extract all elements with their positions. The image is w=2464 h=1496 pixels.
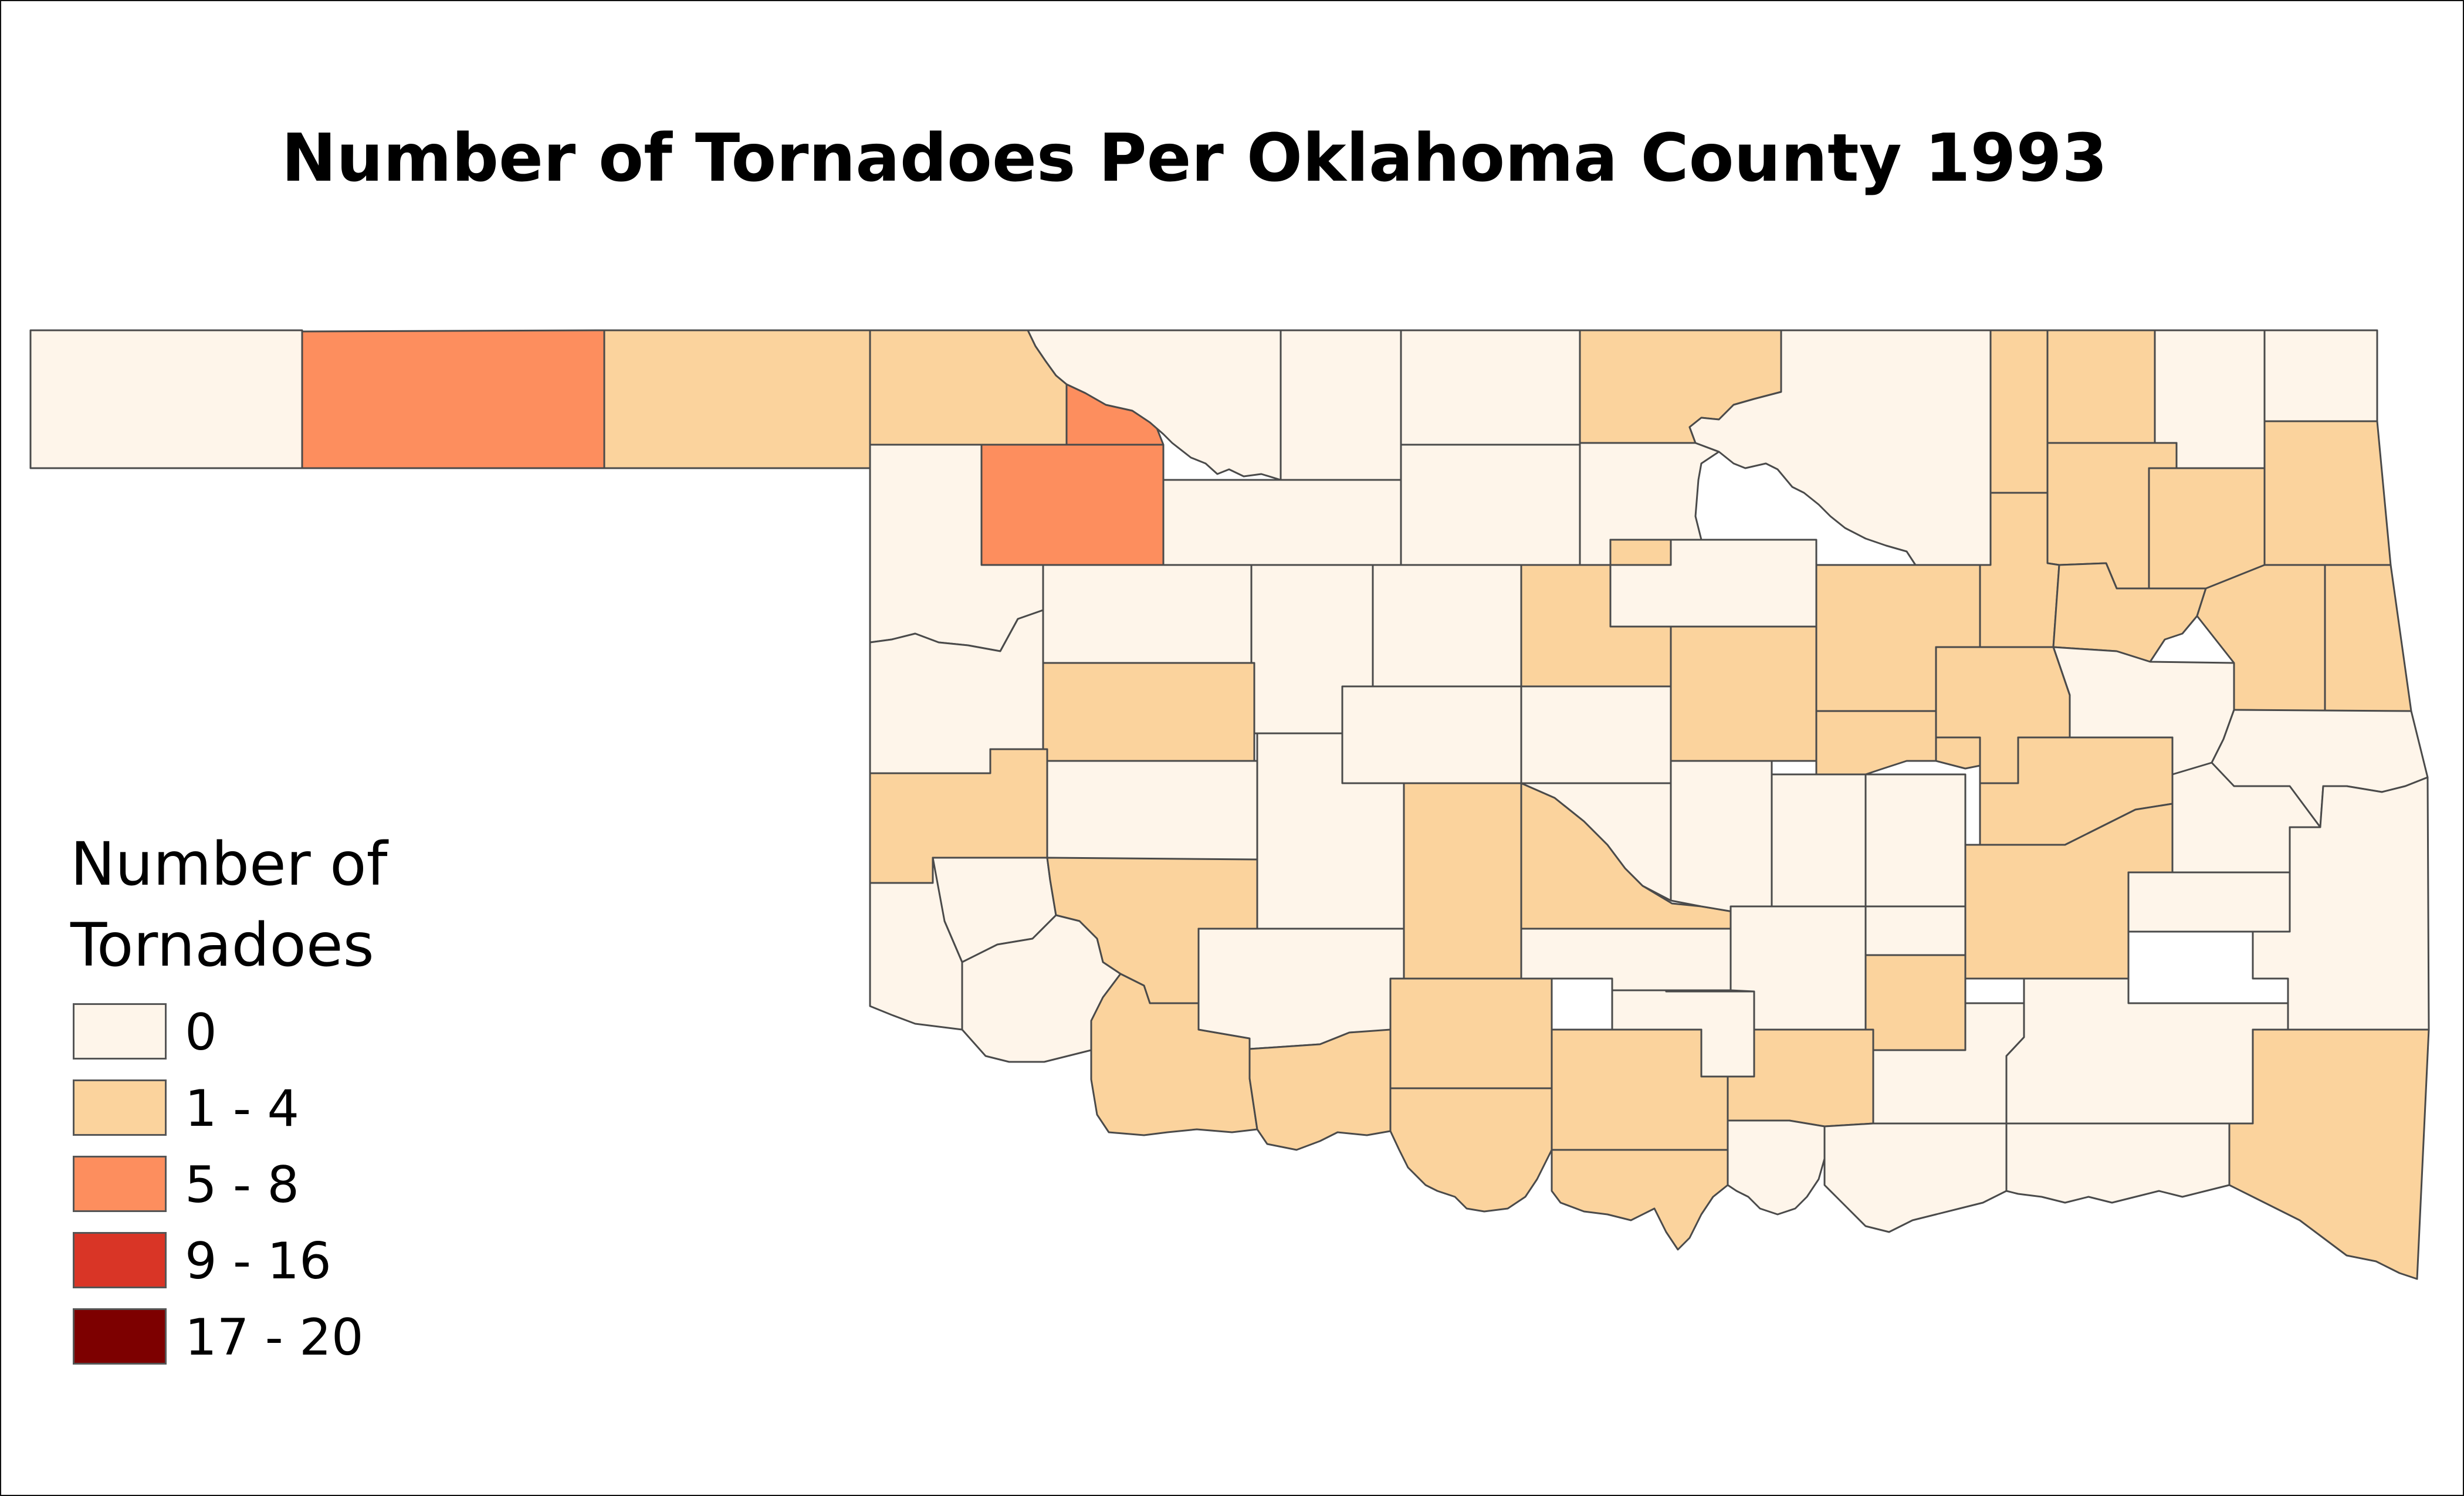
legend-label-2: 5 - 8 <box>185 1156 300 1214</box>
county-cimarron[interactable] <box>29 329 303 469</box>
county-bryan[interactable] <box>1823 1122 2008 1233</box>
county-okmulgee-south[interactable] <box>1815 710 1937 776</box>
county-ottawa[interactable] <box>2263 329 2378 422</box>
legend-label-1: 1 - 4 <box>185 1079 300 1138</box>
legend: Number of Tornadoes 0 1 - 4 5 - 8 9 - 16… <box>70 824 481 1366</box>
county-kingfisher[interactable] <box>1372 564 1522 688</box>
county-garfield[interactable] <box>1400 444 1581 566</box>
county-grant[interactable] <box>1400 329 1581 446</box>
county-canadian[interactable] <box>1341 685 1522 793</box>
county-jefferson[interactable] <box>1389 1087 1553 1213</box>
county-delaware[interactable] <box>2263 420 2392 566</box>
county-tulsa[interactable] <box>1979 492 2060 648</box>
county-osage[interactable] <box>1688 329 1992 566</box>
legend-swatch-2 <box>73 1156 167 1212</box>
county-marshall[interactable] <box>1727 1119 1826 1216</box>
legend-item-1: 1 - 4 <box>70 1079 422 1138</box>
county-love[interactable] <box>1551 1149 1729 1251</box>
legend-swatch-3 <box>73 1232 167 1288</box>
county-mccurtain[interactable] <box>2228 1028 2430 1280</box>
legend-title: Number of Tornadoes <box>70 824 481 986</box>
county-washington[interactable] <box>1989 329 2049 494</box>
county-washita[interactable] <box>1046 760 1258 861</box>
map-title: Number of Tornadoes Per Oklahoma County … <box>281 120 2108 197</box>
county-le-flore[interactable] <box>2252 776 2430 1031</box>
legend-label-4: 17 - 20 <box>185 1308 364 1367</box>
county-pushmataha[interactable] <box>2005 977 2289 1128</box>
county-seminole[interactable] <box>1771 773 1867 908</box>
county-nowata[interactable] <box>2046 329 2156 444</box>
legend-title-line1: Number of <box>70 830 388 899</box>
county-adair-east[interactable] <box>2324 564 2412 712</box>
county-custer[interactable] <box>1042 662 1255 762</box>
county-carter[interactable] <box>1551 1028 1729 1151</box>
county-lincoln[interactable] <box>1670 625 1817 762</box>
legend-swatch-4 <box>73 1308 167 1365</box>
county-hughes[interactable] <box>1864 905 1967 956</box>
county-grady[interactable] <box>1403 782 1522 980</box>
legend-label-0: 0 <box>185 1003 217 1062</box>
county-alfalfa[interactable] <box>1280 329 1402 481</box>
county-texas[interactable] <box>301 329 605 469</box>
legend-label-3: 9 - 16 <box>185 1232 331 1291</box>
county-coal[interactable] <box>1864 954 1967 1051</box>
county-major[interactable] <box>1162 479 1402 566</box>
legend-item-4: 17 - 20 <box>70 1308 422 1367</box>
county-mayes[interactable] <box>2148 467 2266 590</box>
county-oklahoma[interactable] <box>1520 685 1672 784</box>
county-choctaw[interactable] <box>2005 1122 2231 1204</box>
legend-item-3: 9 - 16 <box>70 1232 422 1291</box>
county-stephens[interactable] <box>1389 977 1553 1089</box>
legend-title-line2: Tornadoes <box>70 911 374 980</box>
county-latimer[interactable] <box>2127 871 2291 933</box>
legend-item-0: 0 <box>70 1003 422 1062</box>
legend-swatch-1 <box>73 1079 167 1136</box>
county-dewey[interactable] <box>1042 564 1253 664</box>
legend-item-2: 5 - 8 <box>70 1156 422 1214</box>
county-woods[interactable] <box>1027 329 1282 481</box>
county-cotton[interactable] <box>1248 1028 1392 1151</box>
county-beaver[interactable] <box>603 329 871 469</box>
legend-swatch-0 <box>73 1003 167 1060</box>
county-pottawatomie[interactable] <box>1670 760 1773 913</box>
